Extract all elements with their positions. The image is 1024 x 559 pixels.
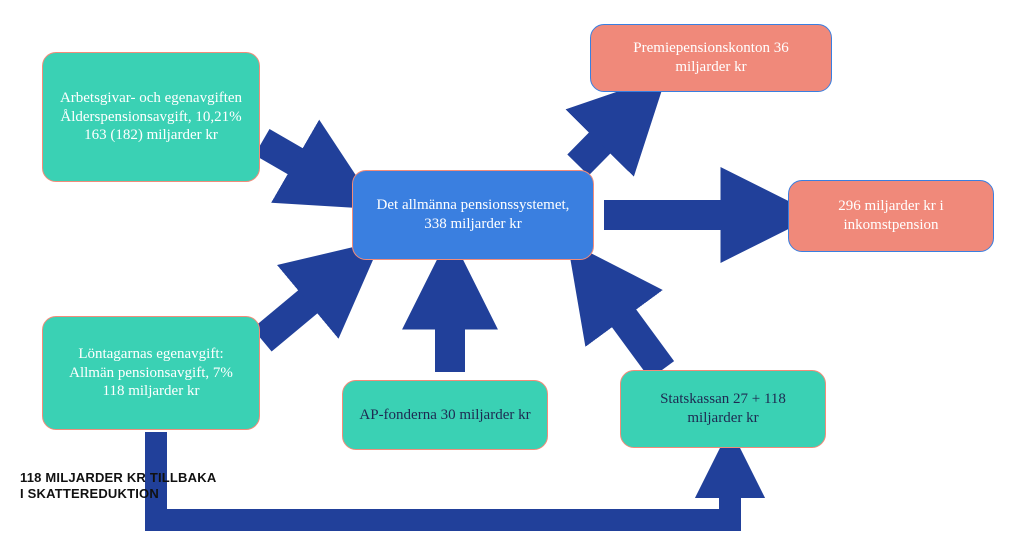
node-label: AP-fonderna 30 miljarder kr	[359, 406, 530, 425]
node-premie: Premiepensionskonton 36 miljarder kr	[590, 24, 832, 92]
statskassan-to-center	[590, 272, 662, 370]
caption-line2: I SKATTEREDUKTION	[20, 486, 216, 502]
caption-line1: 118 MILJARDER KR TILLBAKA	[20, 470, 216, 486]
node-arbetsgivar: Arbetsgivar- och egenavgiften Ålderspens…	[42, 52, 260, 182]
center-to-premie	[578, 102, 640, 165]
node-label: Statskassan 27 + 118 miljarder kr	[635, 390, 811, 428]
lontagarnas-to-center	[262, 265, 352, 340]
caption-skattereduktion: 118 MILJARDER KR TILLBAKA I SKATTEREDUKT…	[20, 470, 216, 503]
node-inkomst: 296 miljarder kr i inkomstpension	[788, 180, 994, 252]
node-label: Premiepensionskonton 36 miljarder kr	[605, 39, 817, 77]
node-apfonderna: AP-fonderna 30 miljarder kr	[342, 380, 548, 450]
arbetsgivar-to-center	[262, 142, 345, 190]
node-lontagarnas: Löntagarnas egenavgift: Allmän pensionsa…	[42, 316, 260, 430]
node-label: Löntagarnas egenavgift: Allmän pensionsa…	[57, 345, 245, 401]
node-statskassan: Statskassan 27 + 118 miljarder kr	[620, 370, 826, 448]
node-label: Arbetsgivar- och egenavgiften Ålderspens…	[57, 89, 245, 145]
node-label: 296 miljarder kr i inkomstpension	[803, 197, 979, 235]
node-center: Det allmänna pensionssystemet, 338 milja…	[352, 170, 594, 260]
node-label: Det allmänna pensionssystemet, 338 milja…	[367, 196, 579, 234]
